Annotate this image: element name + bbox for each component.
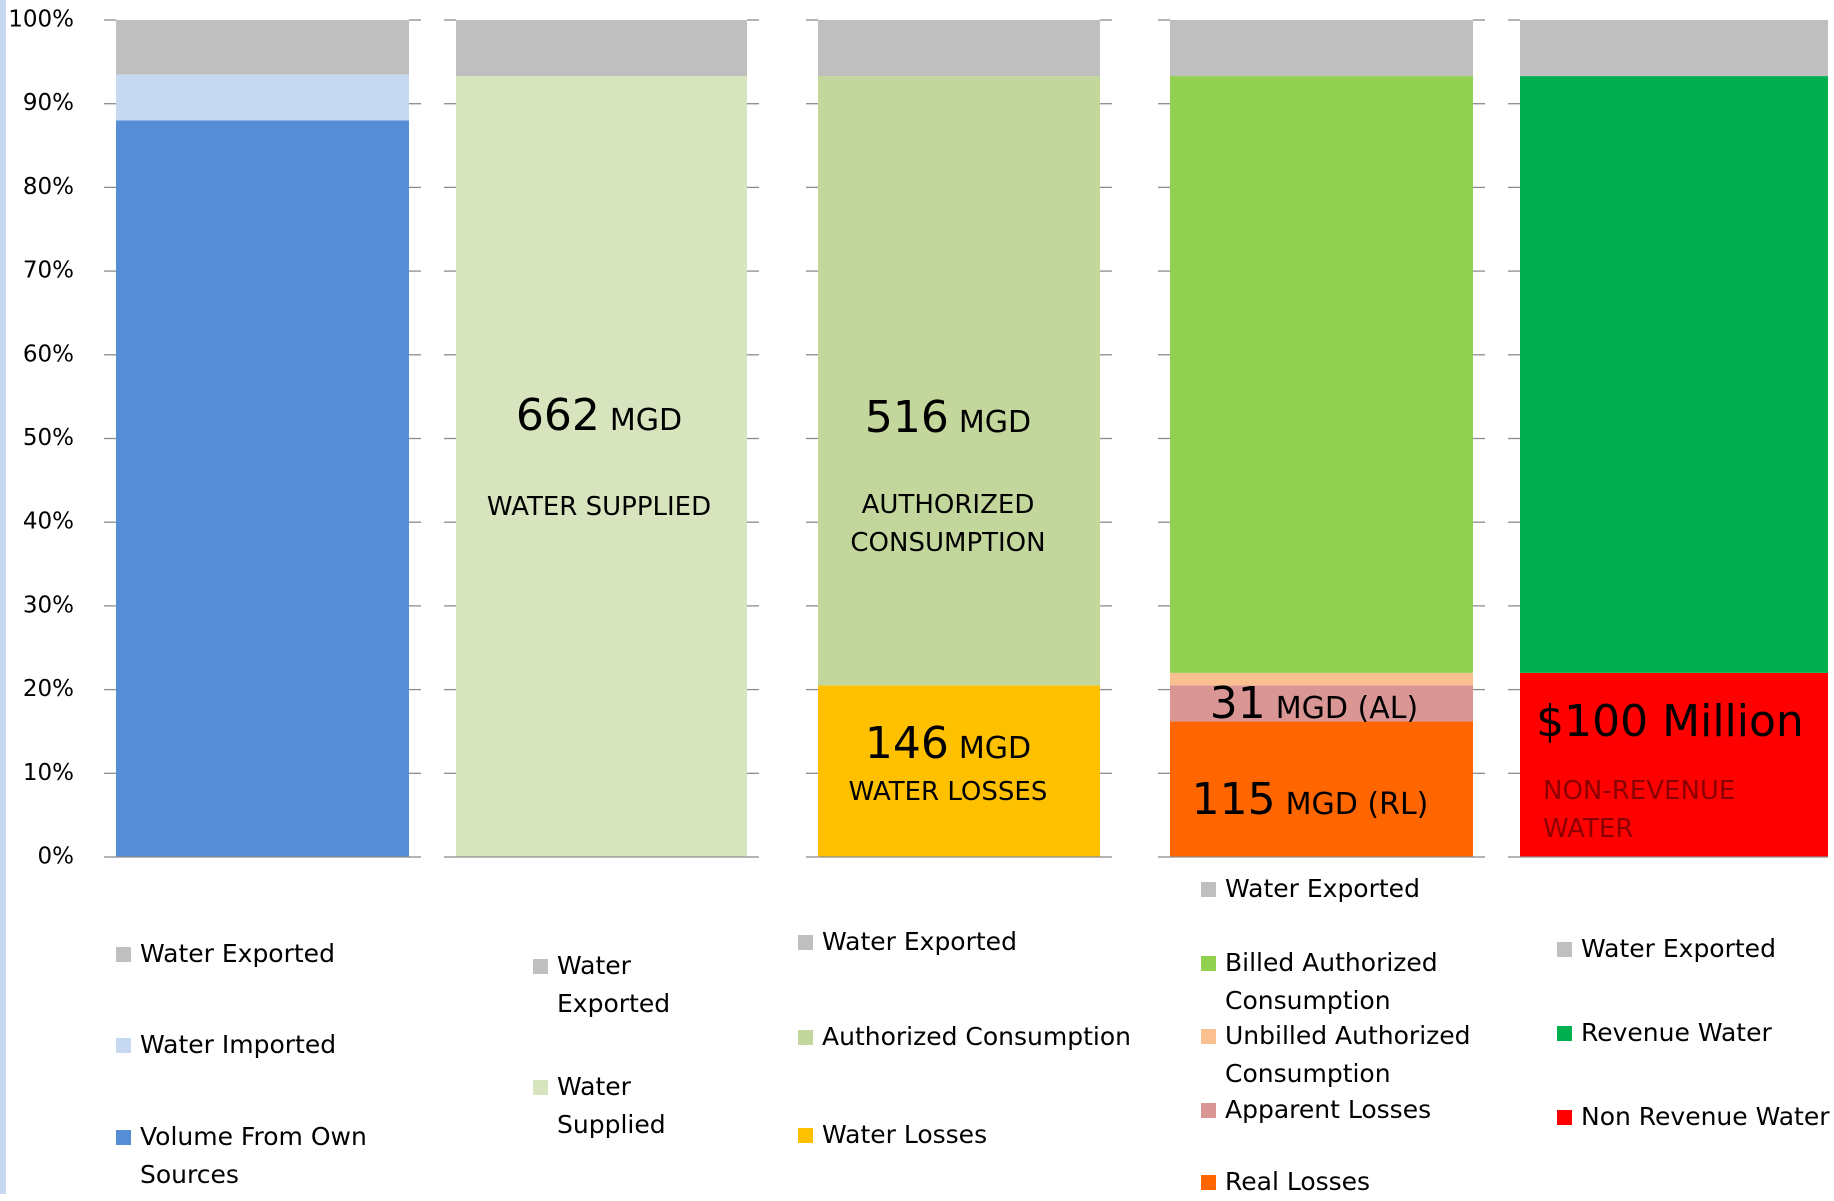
annotation-unit: MGD (AL): [1275, 691, 1419, 726]
annotation-unit: MGD: [958, 731, 1032, 766]
y-tick-label: 90%: [23, 90, 74, 116]
annotation-unit: MGD: [958, 405, 1032, 440]
y-tick-label: 60%: [23, 341, 74, 367]
bar-segment: [1520, 672, 1828, 857]
legend-label: Water Exported: [822, 927, 1017, 956]
legend-swatch: [116, 947, 131, 962]
legend-item: Authorized Consumption: [798, 1018, 1142, 1056]
legend-swatch: [1557, 1026, 1572, 1041]
legend-item: Revenue Water: [1557, 1014, 1834, 1052]
bar-segment: [818, 76, 1100, 686]
annotation-number: 31: [1209, 678, 1266, 729]
bar-segment: [1170, 685, 1473, 722]
legend-item: Non Revenue Water: [1557, 1098, 1834, 1136]
legend-label: Water Losses: [822, 1120, 988, 1149]
bar-segment: [456, 76, 747, 858]
legend-label: Non Revenue Water: [1581, 1102, 1830, 1131]
bar-segment: [818, 685, 1100, 857]
legend-label: Volume From Own Sources: [140, 1122, 367, 1189]
legend-item: Water Supplied: [533, 1068, 674, 1144]
legend-item: Water Losses: [798, 1116, 1142, 1154]
legend-item: Real Losses: [1201, 1163, 1473, 1201]
legend-item: Unbilled Authorized Consumption: [1201, 1017, 1473, 1093]
annotation: 31 MGD (AL): [1164, 676, 1464, 741]
y-tick-label: 80%: [23, 174, 74, 200]
bar-segment: [1170, 20, 1473, 77]
bar-segment: [456, 20, 747, 77]
legend-item: Water Exported: [533, 947, 674, 1023]
legend-item: Water Exported: [1201, 870, 1473, 908]
annotation-number: 516: [864, 392, 949, 443]
legend-label: Water Supplied: [557, 1072, 666, 1139]
bar-segment: [116, 20, 409, 75]
annotation-unit: MGD: [609, 403, 683, 438]
annotation-number: 146: [864, 718, 949, 769]
legend-label: Unbilled Authorized Consumption: [1225, 1021, 1471, 1088]
legend-item: Water Exported: [1557, 930, 1834, 968]
annotation-number: 662: [515, 390, 600, 441]
annotation: 146 MGD: [808, 716, 1088, 781]
legend-item: Billed Authorized Consumption: [1201, 944, 1473, 1020]
legend-swatch: [798, 1030, 813, 1045]
legend-label: Water Exported: [140, 939, 335, 968]
legend-item: Volume From Own Sources: [116, 1118, 374, 1194]
annotation-number: 115: [1191, 774, 1276, 825]
y-tick-label: 10%: [23, 760, 74, 786]
legend-swatch: [1201, 882, 1216, 897]
legend-label: Billed Authorized Consumption: [1225, 948, 1438, 1015]
annotation: AUTHORIZED CONSUMPTION: [850, 490, 1046, 558]
legend-label: Authorized Consumption: [822, 1022, 1132, 1051]
annotation: WATER SUPPLIED: [486, 492, 712, 522]
bar-segment: [116, 74, 409, 121]
legend-swatch: [1201, 956, 1216, 971]
legend-label: Water Exported: [1225, 874, 1420, 903]
annotation: 516 MGD: [808, 390, 1088, 455]
legend-label: Apparent Losses: [1225, 1095, 1432, 1124]
legend-swatch: [798, 935, 813, 950]
y-tick-label: 70%: [23, 258, 74, 284]
legend-swatch: [1557, 942, 1572, 957]
legend-swatch: [1557, 1110, 1572, 1125]
legend-swatch: [1201, 1103, 1216, 1118]
legend-item: Water Exported: [116, 935, 374, 973]
y-tick-label: 40%: [23, 509, 74, 535]
bar-segment: [1170, 721, 1473, 857]
legend-swatch: [116, 1130, 131, 1145]
annotation-unit: MGD (RL): [1285, 787, 1429, 822]
legend-item: Water Imported: [116, 1026, 374, 1064]
legend-label: Revenue Water: [1581, 1018, 1772, 1047]
bar-segment: [116, 120, 409, 857]
bar-segment: [1520, 76, 1828, 673]
bar-segment: [1170, 76, 1473, 673]
annotation: NON-REVENUE WATER: [1543, 776, 1736, 844]
y-tick-label: 100%: [8, 7, 74, 33]
legend-swatch: [1201, 1175, 1216, 1190]
y-tick-label: 50%: [23, 425, 74, 451]
y-tick-label: 0%: [38, 844, 75, 870]
annotation: 115 MGD (RL): [1160, 772, 1460, 837]
y-tick-label: 20%: [23, 676, 74, 702]
legend-item: Water Exported: [798, 923, 1142, 961]
bar-segment: [1170, 672, 1473, 686]
legend-label: Water Imported: [140, 1030, 337, 1059]
left-edge: [0, 0, 6, 1194]
annotation: WATER LOSSES: [848, 777, 1048, 807]
annotation: 662 MGD: [454, 388, 744, 453]
legend-swatch: [116, 1038, 131, 1053]
legend-label: Water Exported: [557, 951, 671, 1018]
legend-swatch: [1201, 1029, 1216, 1044]
legend-label: Real Losses: [1225, 1167, 1371, 1196]
legend-label: Water Exported: [1581, 934, 1776, 963]
legend-swatch: [798, 1128, 813, 1143]
legend-swatch: [533, 1080, 548, 1095]
y-tick-label: 30%: [23, 592, 74, 618]
annotation: $100 Million: [1536, 696, 1804, 747]
bar-segment: [1520, 20, 1828, 77]
bar-segment: [818, 20, 1100, 77]
legend-item: Apparent Losses: [1201, 1091, 1473, 1129]
legend-swatch: [533, 959, 548, 974]
